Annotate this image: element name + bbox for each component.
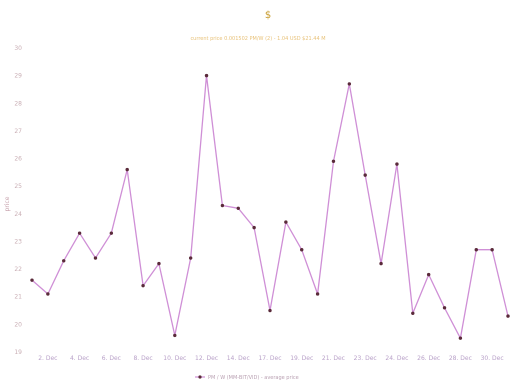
data-point xyxy=(506,314,510,318)
data-point xyxy=(363,173,367,177)
plot-area xyxy=(30,73,510,340)
data-point xyxy=(458,336,463,340)
y-axis-ticks: 19 20 21 22 23 24 25 26 27 28 29 30 xyxy=(14,45,22,356)
data-point xyxy=(411,311,415,316)
data-point xyxy=(379,261,383,266)
data-point xyxy=(46,292,50,296)
data-point xyxy=(252,225,256,230)
y-tick-label: 20 xyxy=(14,321,22,328)
data-point xyxy=(315,292,320,296)
x-tick-label: 23. Dec xyxy=(354,355,377,362)
data-point xyxy=(188,256,193,260)
data-point xyxy=(331,159,336,164)
x-tick-label: 24. Dec xyxy=(385,355,408,362)
x-tick-label: 21. Dec xyxy=(322,355,345,362)
data-point xyxy=(442,306,447,310)
x-tick-label: 28. Dec xyxy=(449,355,472,362)
y-tick-label: 23 xyxy=(14,238,22,245)
data-point xyxy=(474,248,478,252)
series-line xyxy=(31,74,509,339)
y-tick-label: 21 xyxy=(14,294,22,301)
data-point xyxy=(220,203,225,208)
chart-subtitle: current price 0.001502 PM/W (2) - 1.04 U… xyxy=(190,36,325,42)
x-tick-label: 26. Dec xyxy=(417,355,440,362)
x-tick-label: 19. Dec xyxy=(290,355,313,362)
x-tick-label: 12. Dec xyxy=(195,355,218,362)
y-tick-label: 29 xyxy=(14,73,22,80)
y-tick-label: 24 xyxy=(14,211,22,218)
data-point xyxy=(236,206,240,210)
y-tick-label: 27 xyxy=(14,128,22,135)
data-point xyxy=(77,231,82,235)
data-point xyxy=(125,167,129,172)
y-tick-label: 22 xyxy=(14,266,22,273)
x-tick-label: 17. Dec xyxy=(258,355,281,362)
data-point xyxy=(204,73,209,78)
x-tick-label: 10. Dec xyxy=(163,355,186,362)
data-point xyxy=(426,272,431,277)
data-point xyxy=(300,248,304,252)
data-point xyxy=(109,231,114,235)
x-tick-label: 8. Dec xyxy=(133,355,152,362)
legend-marker-swatch xyxy=(198,375,202,379)
legend: PM / W (MM-BIT/VID) - average price xyxy=(195,375,299,381)
chart-title: $ xyxy=(265,10,271,21)
x-axis-ticks: 2. Dec 4. Dec 6. Dec 8. Dec 10. Dec 12. Dec 14… xyxy=(38,355,503,362)
x-tick-label: 2. Dec xyxy=(38,355,57,362)
y-tick-label: 19 xyxy=(14,349,22,356)
x-tick-label: 6. Dec xyxy=(102,355,121,362)
data-point xyxy=(30,278,34,282)
x-tick-label: 4. Dec xyxy=(70,355,89,362)
data-point xyxy=(93,256,98,260)
data-point xyxy=(141,283,145,288)
y-tick-label: 28 xyxy=(14,100,22,107)
y-tick-label: 25 xyxy=(14,183,22,190)
data-point xyxy=(268,308,272,313)
data-point xyxy=(347,82,352,86)
legend-label: PM / W (MM-BIT/VID) - average price xyxy=(208,375,299,381)
data-point xyxy=(395,162,399,166)
data-point xyxy=(490,248,494,252)
data-point xyxy=(173,333,177,338)
data-point xyxy=(62,259,66,263)
data-point xyxy=(157,261,161,266)
x-tick-label: 30. Dec xyxy=(481,355,504,362)
y-tick-label: 30 xyxy=(14,45,22,52)
y-tick-label: 26 xyxy=(14,156,22,163)
data-point xyxy=(284,220,288,224)
y-axis-label: price xyxy=(4,196,11,211)
x-tick-label: 14. Dec xyxy=(227,355,250,362)
